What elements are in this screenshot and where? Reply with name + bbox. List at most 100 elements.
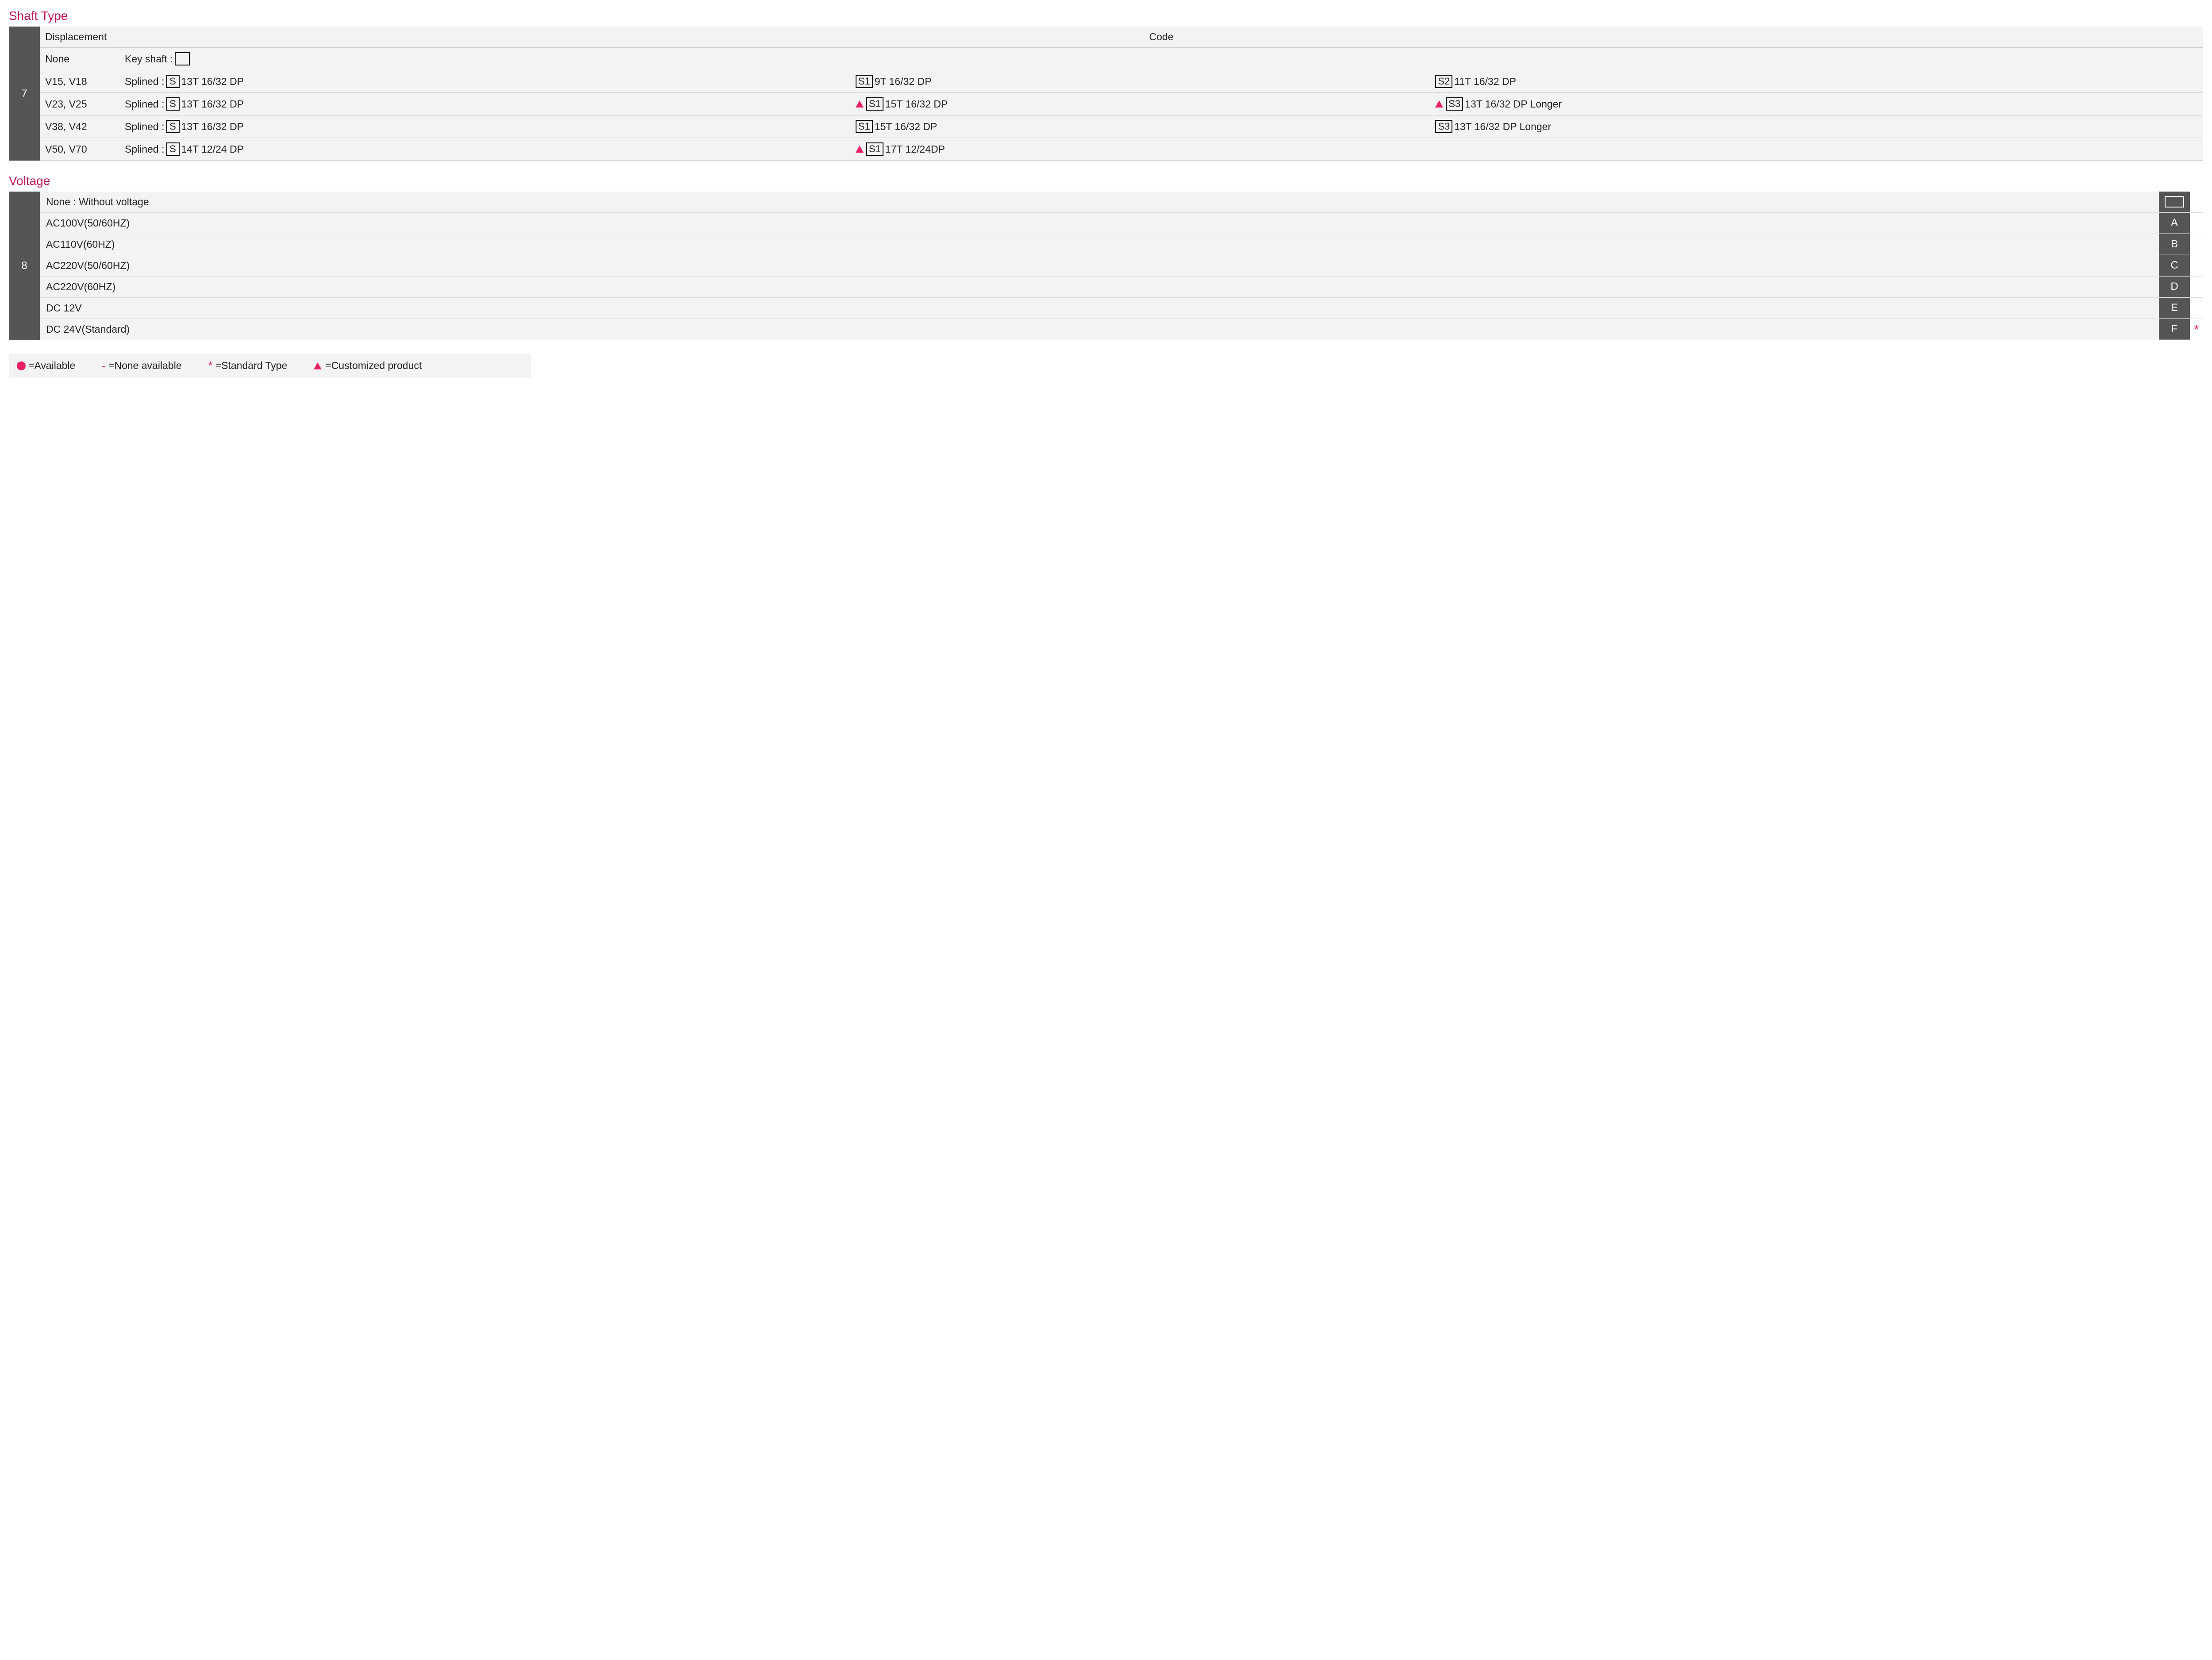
code-suffix: 13T 16/32 DP (181, 98, 244, 110)
code-suffix: 13T 16/32 DP (181, 121, 244, 133)
star-marker (2190, 298, 2203, 319)
triangle-icon (314, 362, 322, 369)
legend-custom-text: =Customized product (325, 360, 422, 372)
code-cell (850, 48, 1430, 70)
table-row: V38, V42Splined :S13T 16/32 DPS115T 16/3… (40, 115, 2203, 138)
voltage-label: AC220V(60HZ) (40, 277, 2159, 297)
voltage-code: C (2159, 255, 2190, 276)
triangle-icon (856, 146, 864, 153)
shaft-header-row: Displacement Code (40, 27, 2203, 48)
code-group: Splined :S13T 16/32 DP (125, 75, 845, 88)
table-row: V23, V25 Splined :S13T 16/32 DP S115T 16/3… (40, 93, 2203, 115)
voltage-label: DC 24V(Standard) (40, 319, 2159, 340)
code-cell: S313T 16/32 DP Longer (1430, 93, 2203, 115)
voltage-code: F (2159, 319, 2190, 340)
code-cell: Key shaft : (119, 48, 850, 70)
code-suffix: 15T 16/32 DP (875, 121, 937, 133)
code-suffix: 13T 16/32 DP Longer (1465, 98, 1562, 110)
shaft-table: Displacement Code NoneKey shaft :V15, V1… (40, 27, 2203, 161)
code-cell: S313T 16/32 DP Longer (1430, 115, 2203, 138)
header-code: Code (119, 27, 2203, 48)
code-box: S3 (1435, 120, 1452, 133)
table-row: V50, V70 Splined :S14T 12/24 DP S117T 12/2… (40, 138, 2203, 161)
code-box (175, 52, 190, 65)
code-box: S3 (1446, 97, 1463, 111)
star-marker (2190, 277, 2203, 297)
displacement-cell: V23, V25 (40, 93, 119, 115)
legend-none: - =None available (102, 359, 181, 373)
dot-icon (17, 361, 26, 370)
code-suffix: 13T 16/32 DP Longer (1454, 121, 1551, 133)
code-cell: S117T 12/24DP (850, 138, 1430, 161)
voltage-row: DC 12VE (40, 298, 2203, 319)
code-box: S (166, 142, 180, 156)
voltage-code: A (2159, 213, 2190, 234)
voltage-label: AC110V(60HZ) (40, 234, 2159, 255)
legend-standard: * =Standard Type (208, 359, 288, 373)
voltage-code: D (2159, 277, 2190, 297)
code-suffix: 13T 16/32 DP (181, 76, 244, 88)
code-suffix: 9T 16/32 DP (875, 76, 932, 88)
code-cell: Splined :S14T 12/24 DP (119, 138, 850, 161)
code-prefix: Splined : (125, 98, 165, 110)
header-displacement: Displacement (40, 27, 119, 48)
legend-none-text: =None available (108, 360, 182, 372)
code-group: Splined :S14T 12/24 DP (125, 142, 845, 156)
code-group: S115T 16/32 DP (856, 120, 1425, 133)
code-group: Key shaft : (125, 52, 845, 65)
code-box: S (166, 120, 180, 133)
code-box (2165, 196, 2184, 208)
voltage-label: AC100V(50/60HZ) (40, 213, 2159, 234)
voltage-code: E (2159, 298, 2190, 319)
shaft-index: 7 (9, 27, 40, 161)
code-box: S (166, 97, 180, 111)
code-prefix: Splined : (125, 76, 165, 88)
voltage-row: AC220V(60HZ)D (40, 277, 2203, 298)
voltage-row: AC100V(50/60HZ)A (40, 213, 2203, 234)
code-group: S211T 16/32 DP (1435, 75, 2198, 88)
legend-custom: =Customized product (314, 360, 422, 372)
displacement-cell: V38, V42 (40, 115, 119, 138)
voltage-label: DC 12V (40, 298, 2159, 319)
code-suffix: 15T 16/32 DP (885, 98, 948, 110)
code-group: S313T 16/32 DP Longer (1435, 120, 2198, 133)
voltage-row: DC 24V(Standard)F* (40, 319, 2203, 340)
legend: =Available - =None available * =Standard… (9, 354, 531, 378)
shaft-section: Shaft Type 7 Displacement Code NoneKey s… (9, 9, 2203, 161)
voltage-row: AC110V(60HZ)B (40, 234, 2203, 255)
star-marker (2190, 192, 2203, 212)
voltage-row: None : Without voltage (40, 192, 2203, 213)
code-cell (1430, 138, 2203, 161)
code-group: Splined :S13T 16/32 DP (125, 97, 845, 111)
code-cell: S211T 16/32 DP (1430, 70, 2203, 93)
star-marker: * (2190, 319, 2203, 340)
code-box: S1 (856, 75, 873, 88)
code-cell: S115T 16/32 DP (850, 93, 1430, 115)
code-group: S19T 16/32 DP (856, 75, 1425, 88)
displacement-cell: None (40, 48, 119, 70)
code-group: S313T 16/32 DP Longer (1435, 97, 2198, 111)
voltage-label: None : Without voltage (40, 192, 2159, 212)
voltage-code (2159, 192, 2190, 212)
star-marker (2190, 234, 2203, 255)
code-cell (1430, 48, 2203, 70)
voltage-table: None : Without voltageAC100V(50/60HZ)AAC… (40, 192, 2203, 340)
voltage-index: 8 (9, 192, 40, 340)
voltage-section: Voltage 8 None : Without voltageAC100V(5… (9, 174, 2203, 340)
displacement-cell: V50, V70 (40, 138, 119, 161)
voltage-title: Voltage (9, 174, 2203, 188)
code-box: S1 (866, 97, 883, 111)
code-box: S (166, 75, 180, 88)
code-cell: Splined :S13T 16/32 DP (119, 93, 850, 115)
legend-standard-text: =Standard Type (215, 360, 288, 372)
dash-icon: - (102, 359, 106, 373)
triangle-icon (1435, 100, 1443, 108)
voltage-row: AC220V(50/60HZ)C (40, 255, 2203, 277)
triangle-icon (856, 100, 864, 108)
code-suffix: 11T 16/32 DP (1454, 76, 1516, 88)
code-group: S117T 12/24DP (856, 142, 1425, 156)
code-suffix: 14T 12/24 DP (181, 143, 244, 155)
shaft-table-wrap: 7 Displacement Code NoneKey shaft :V15, … (9, 27, 2203, 161)
table-row: V15, V18Splined :S13T 16/32 DPS19T 16/32… (40, 70, 2203, 93)
code-box: S1 (866, 142, 883, 156)
